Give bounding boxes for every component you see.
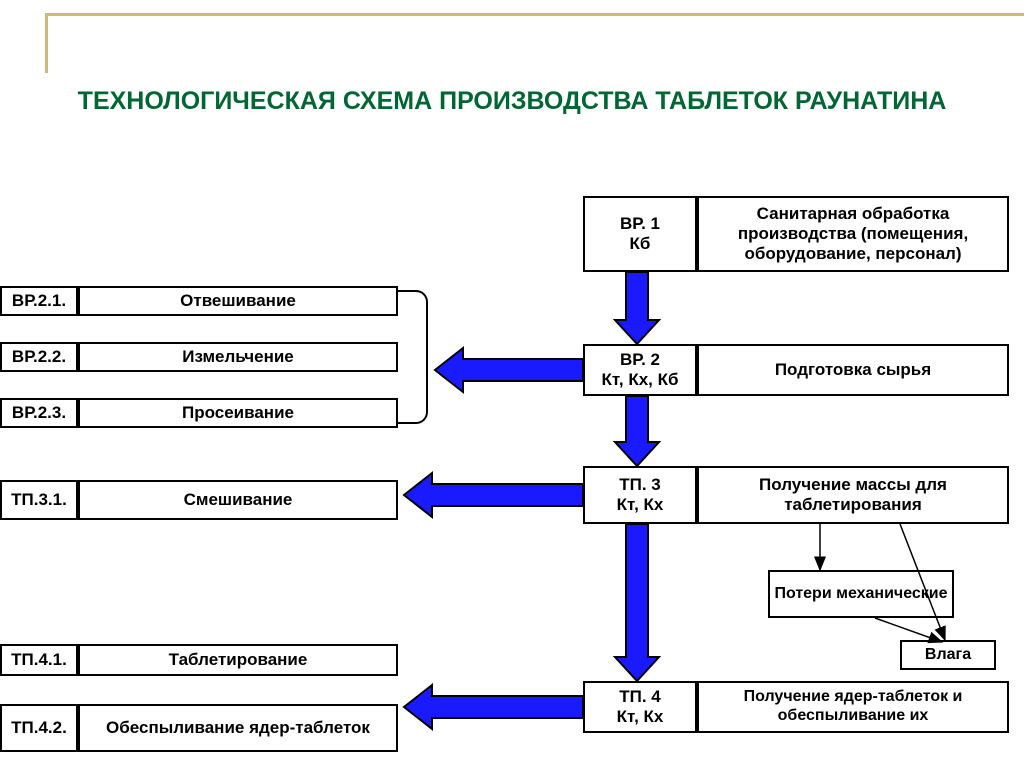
losses-box: Потери механические bbox=[768, 570, 954, 618]
decorative-frame-left bbox=[45, 13, 48, 73]
sub-2-2-label: Измельчение bbox=[78, 342, 398, 372]
sub-4-1-label: Таблетирование bbox=[78, 644, 398, 676]
moisture-box: Влага bbox=[900, 640, 996, 670]
sub-2-3-label: Просеивание bbox=[78, 398, 398, 428]
sub-2-1-code: ВР.2.1. bbox=[0, 286, 78, 316]
step3-label: Получение массы для таблетирования bbox=[697, 466, 1009, 524]
sub-2-1-label: Отвешивание bbox=[78, 286, 398, 316]
step4-code: ТП. 4 Кт, Кх bbox=[583, 681, 697, 733]
step2-code: ВР. 2 Кт, Кх, Кб bbox=[583, 344, 697, 396]
step4-label: Получение ядер-таблеток и обеспыливание … bbox=[697, 681, 1009, 733]
sub-4-2-code: ТП.4.2. bbox=[0, 704, 78, 752]
sub-3-1-label: Смешивание bbox=[78, 480, 398, 520]
sub-4-2-label: Обеспыливание ядер-таблеток bbox=[78, 704, 398, 752]
sub-4-1-code: ТП.4.1. bbox=[0, 644, 78, 676]
sub-2-3-code: ВР.2.3. bbox=[0, 398, 78, 428]
step1-code: ВР. 1 Кб bbox=[583, 196, 697, 272]
sub-3-1-code: ТП.3.1. bbox=[0, 480, 78, 520]
brace-group1 bbox=[398, 290, 428, 424]
decorative-frame-top bbox=[45, 13, 1024, 16]
diagram-title: ТЕХНОЛОГИЧЕСКАЯ СХЕМА ПРОИЗВОДСТВА ТАБЛЕ… bbox=[0, 86, 1024, 117]
step2-label: Подготовка сырья bbox=[697, 344, 1009, 396]
step3-code: ТП. 3 Кт, Кх bbox=[583, 466, 697, 524]
step1-label: Санитарная обработка производства (помещ… bbox=[697, 196, 1009, 272]
sub-2-2-code: ВР.2.2. bbox=[0, 342, 78, 372]
